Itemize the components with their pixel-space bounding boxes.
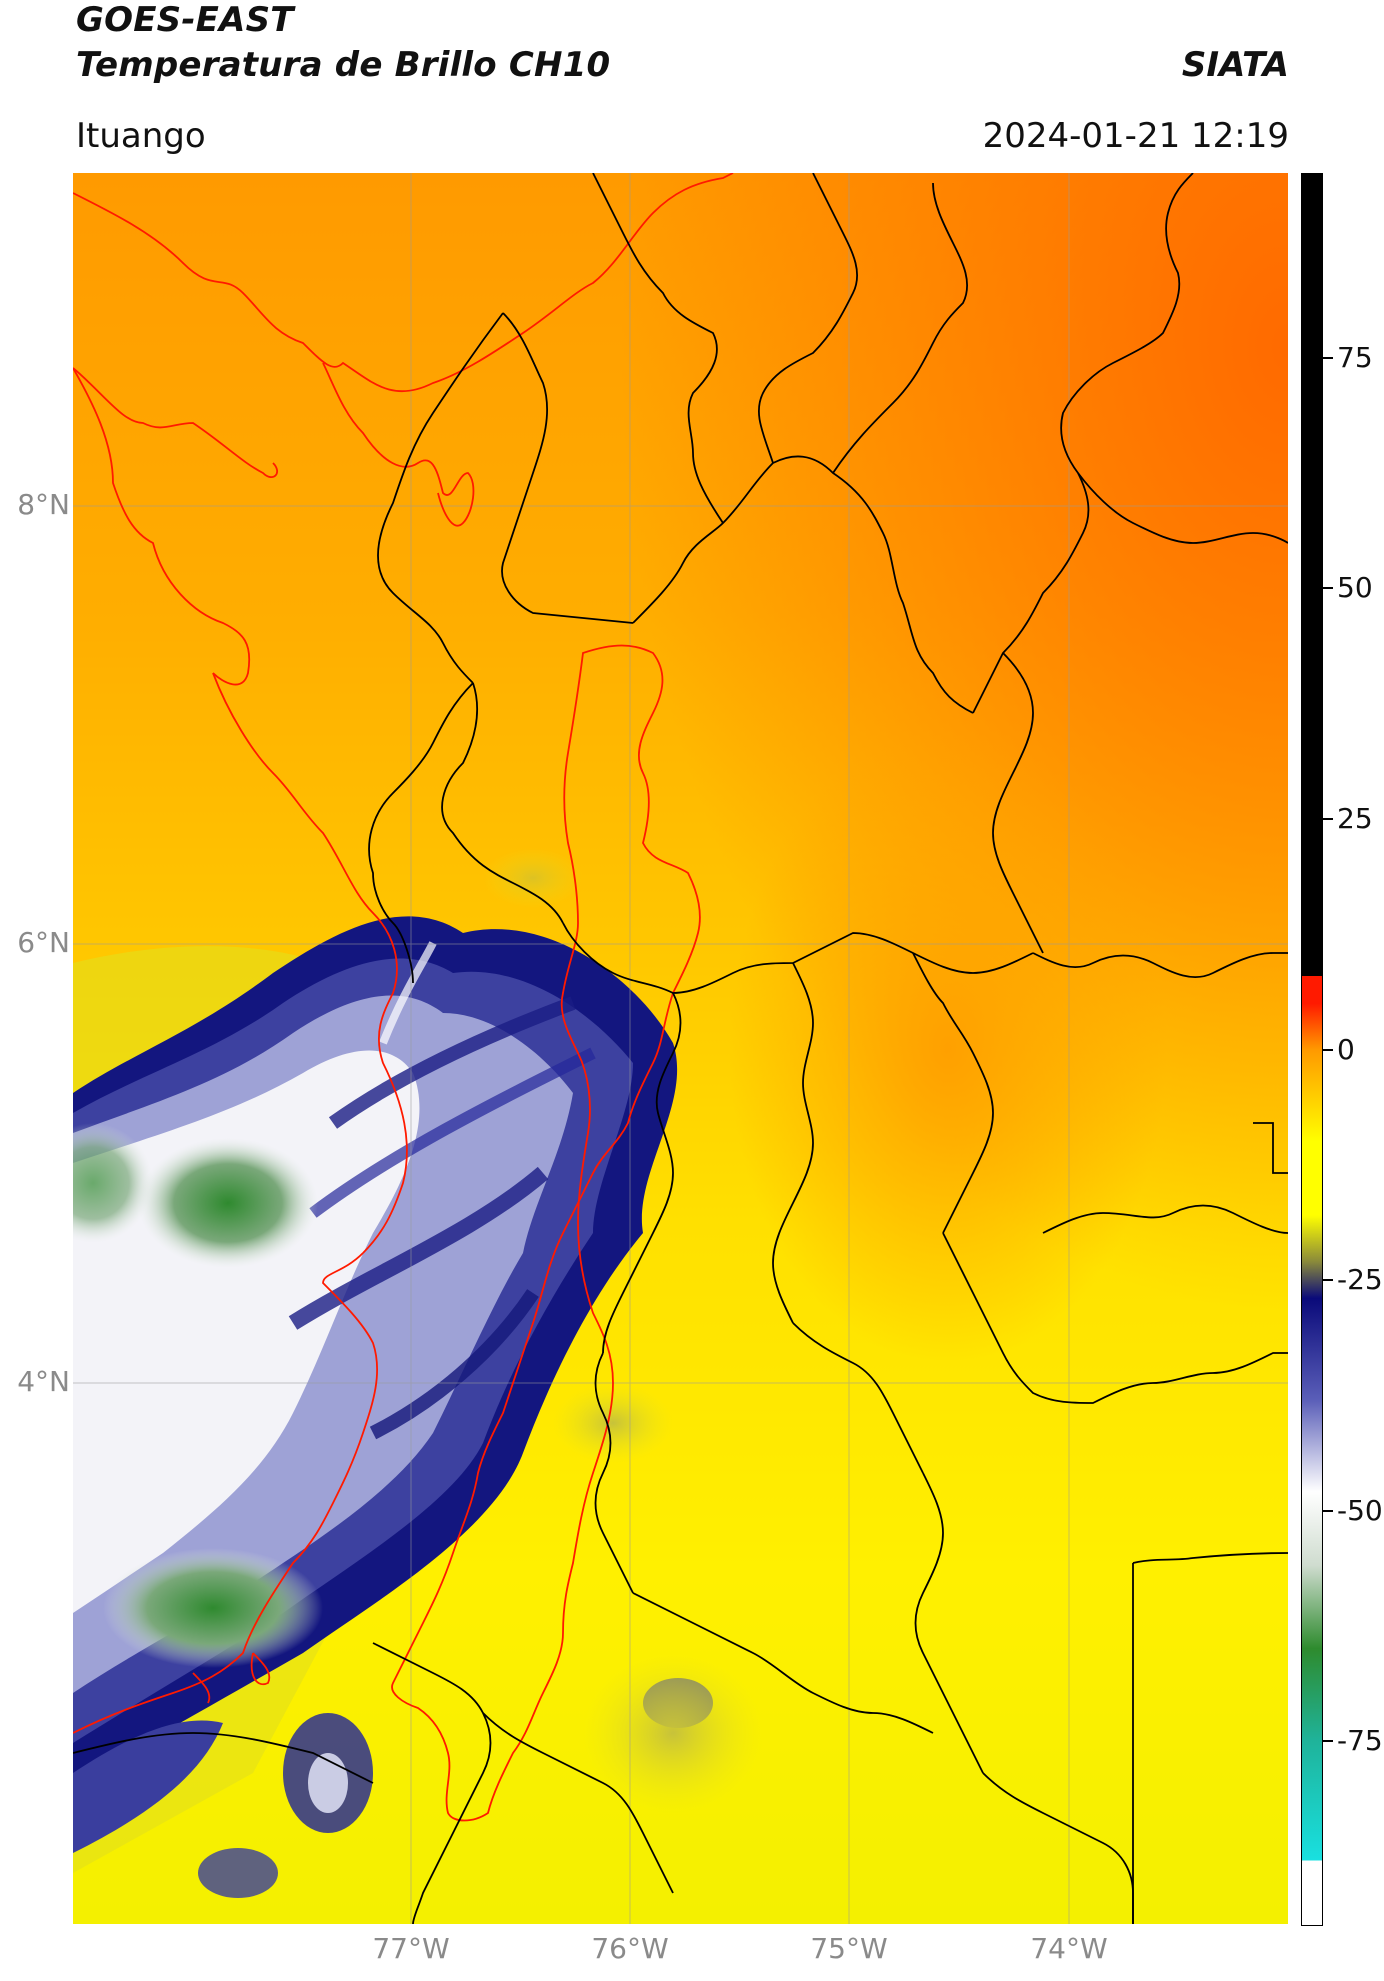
colorbar-tick-label: 75 bbox=[1337, 340, 1373, 374]
map-panel bbox=[73, 173, 1288, 1924]
colorbar bbox=[1301, 173, 1323, 1926]
lon-label-77w: 77°W bbox=[372, 1932, 450, 1965]
lat-label-8n: 8°N bbox=[17, 488, 70, 521]
basin-outline bbox=[391, 644, 701, 1822]
brightness-temperature-field bbox=[73, 173, 1288, 1924]
colorbar-tick bbox=[1323, 1509, 1333, 1512]
department-borders bbox=[73, 173, 1288, 1924]
colorbar-tick bbox=[1323, 356, 1333, 359]
graticule bbox=[73, 173, 1288, 1924]
datetime-label: 2024-01-21 12:19 bbox=[982, 116, 1289, 156]
colorbar-tick-label: 0 bbox=[1337, 1032, 1355, 1066]
colorbar-tick-label: -50 bbox=[1337, 1493, 1383, 1527]
colorbar-tick bbox=[1323, 1740, 1333, 1743]
colorbar-tick bbox=[1323, 1048, 1333, 1051]
colorbar-tick bbox=[1323, 817, 1333, 820]
colorbar-tick-label: 25 bbox=[1337, 801, 1373, 835]
colorbar-tick bbox=[1323, 587, 1333, 590]
brand-label: SIATA bbox=[1181, 45, 1289, 85]
colorbar-tick bbox=[1323, 1279, 1333, 1282]
colorbar-tick-label: -75 bbox=[1337, 1724, 1383, 1758]
coastline bbox=[73, 173, 734, 1734]
lat-label-4n: 4°N bbox=[17, 1365, 70, 1398]
title-line-2: Temperatura de Brillo CH10 bbox=[76, 45, 611, 85]
lon-label-74w: 74°W bbox=[1030, 1932, 1108, 1965]
colorbar-tick-label: 50 bbox=[1337, 571, 1373, 605]
lat-label-6n: 6°N bbox=[17, 926, 70, 959]
region-label: Ituango bbox=[76, 116, 206, 156]
lon-label-75w: 75°W bbox=[810, 1932, 888, 1965]
title-line-1: GOES-EAST bbox=[76, 0, 294, 40]
colorbar-tick-label: -25 bbox=[1337, 1263, 1383, 1297]
lon-label-76w: 76°W bbox=[591, 1932, 669, 1965]
